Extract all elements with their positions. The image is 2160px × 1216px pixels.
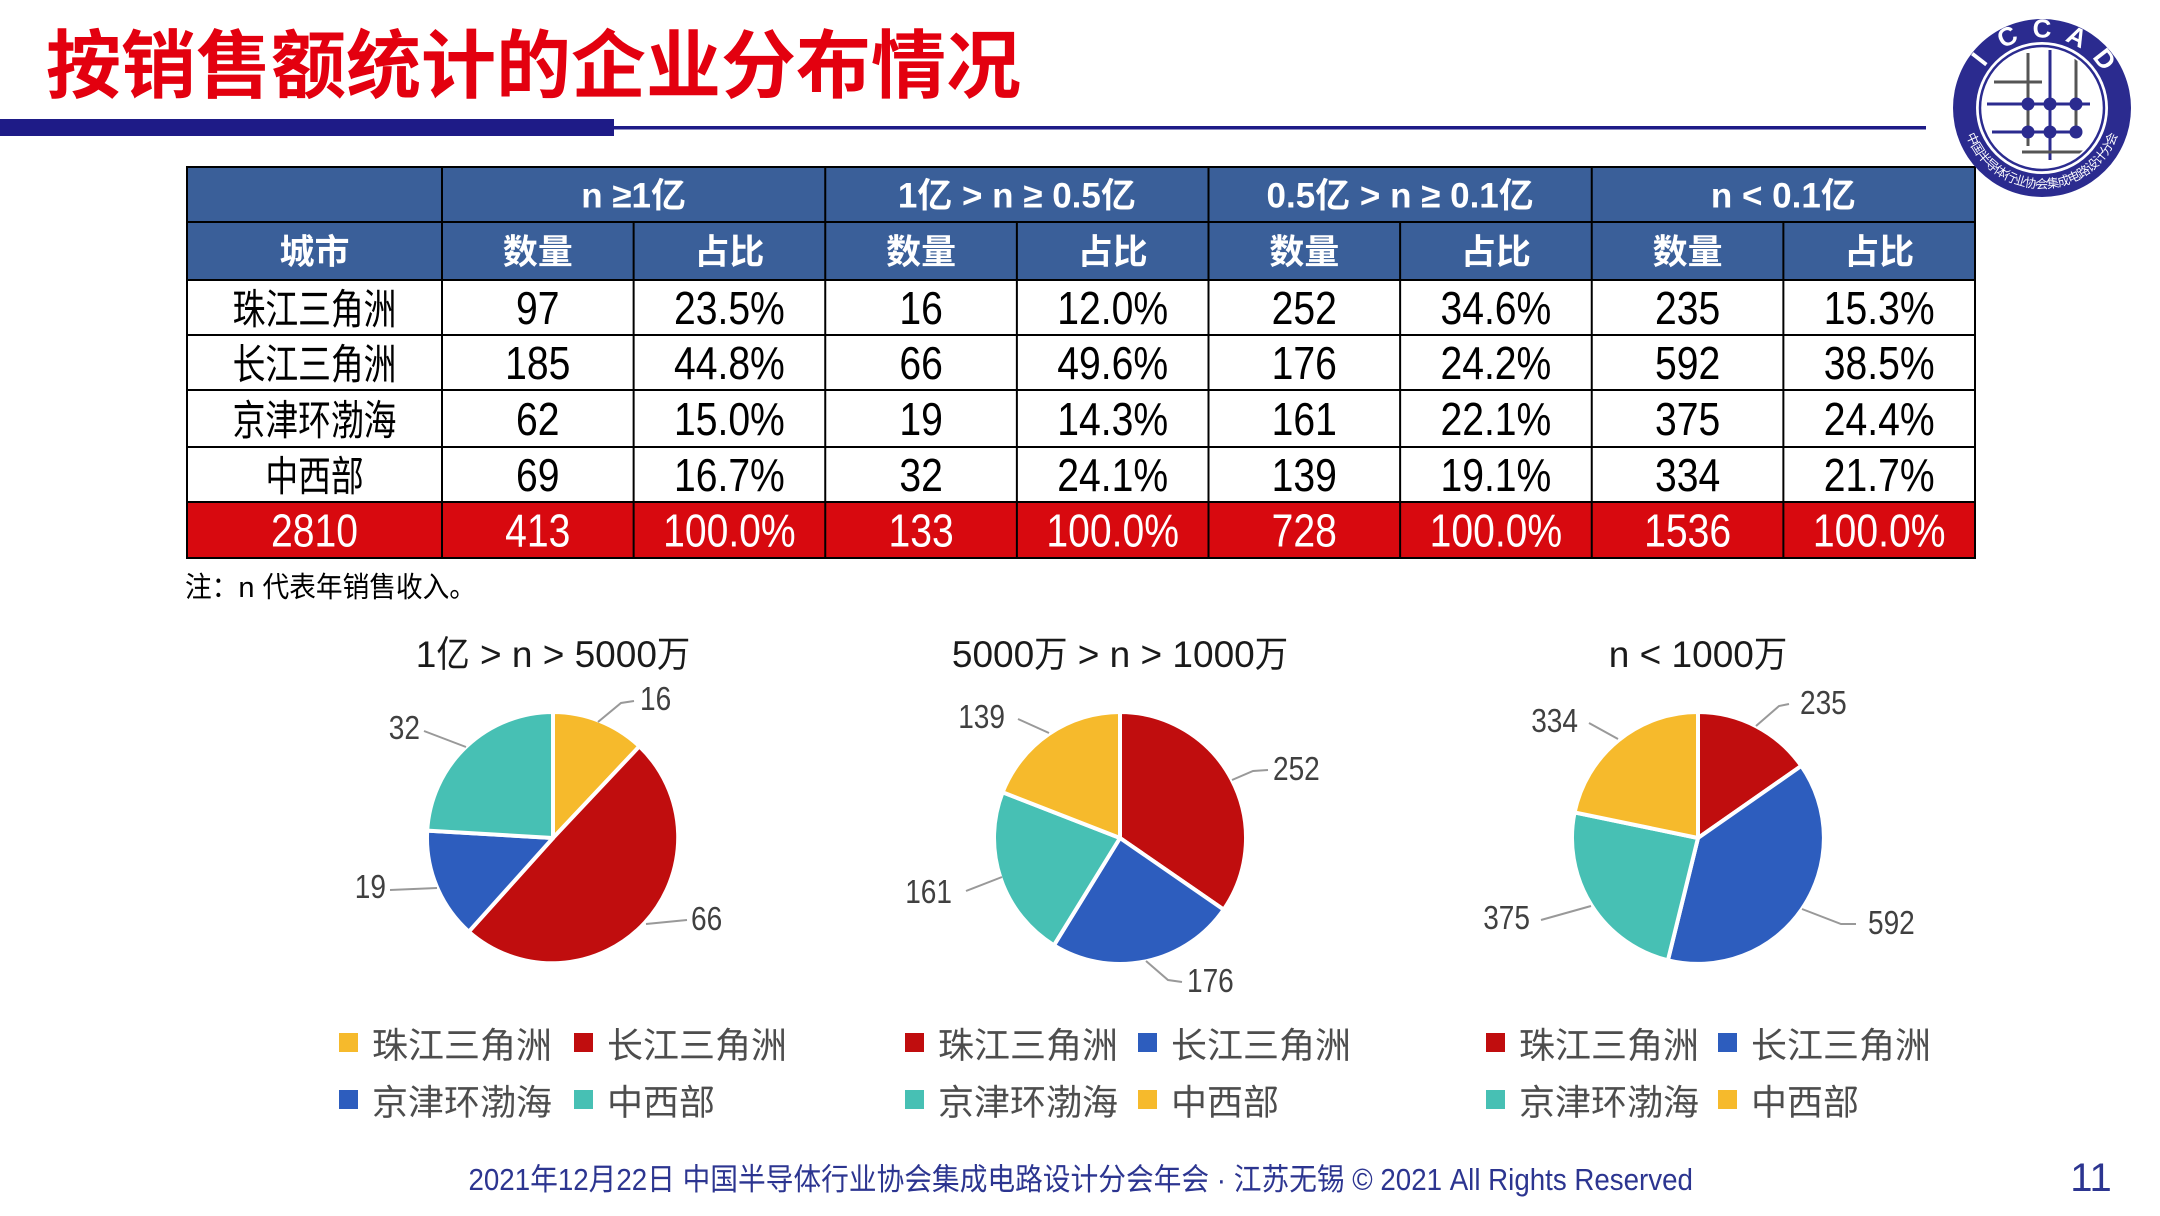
svg-text:1: 1 bbox=[416, 634, 437, 675]
svg-text:·: · bbox=[1209, 1163, 1234, 1198]
svg-text:22: 22 bbox=[616, 1163, 647, 1198]
svg-text:252: 252 bbox=[1272, 283, 1337, 335]
svg-text:100.0%: 100.0% bbox=[663, 506, 796, 558]
svg-text:15.0%: 15.0% bbox=[674, 394, 785, 446]
svg-text:728: 728 bbox=[1272, 506, 1337, 558]
svg-text:32: 32 bbox=[899, 450, 942, 502]
svg-text:235: 235 bbox=[1655, 283, 1720, 335]
svg-text:2810: 2810 bbox=[271, 506, 358, 558]
svg-text:62: 62 bbox=[516, 394, 559, 446]
svg-text:23.5%: 23.5% bbox=[674, 283, 785, 335]
svg-text:22.1%: 22.1% bbox=[1440, 394, 1551, 446]
svg-text:235: 235 bbox=[1800, 685, 1847, 722]
svg-text:100.0%: 100.0% bbox=[1813, 506, 1946, 558]
svg-text:161: 161 bbox=[905, 874, 952, 911]
svg-text:19.1%: 19.1% bbox=[1440, 450, 1551, 502]
svg-text:49.6%: 49.6% bbox=[1057, 338, 1168, 390]
svg-text:252: 252 bbox=[1273, 751, 1320, 788]
svg-text:100.0%: 100.0% bbox=[1046, 506, 1179, 558]
svg-text:592: 592 bbox=[1868, 905, 1915, 942]
svg-text:334: 334 bbox=[1531, 703, 1578, 740]
svg-text:592: 592 bbox=[1655, 338, 1720, 390]
svg-text:139: 139 bbox=[958, 699, 1005, 736]
svg-text:139: 139 bbox=[1272, 450, 1337, 502]
svg-text:375: 375 bbox=[1483, 900, 1530, 937]
svg-text:44.8%: 44.8% bbox=[674, 338, 785, 390]
svg-text:n: n bbox=[238, 572, 262, 604]
svg-text:> n > 1000: > n > 1000 bbox=[1068, 634, 1255, 675]
svg-text:66: 66 bbox=[691, 901, 722, 938]
svg-text:2021: 2021 bbox=[468, 1163, 530, 1198]
svg-text:12: 12 bbox=[558, 1163, 589, 1198]
svg-text:n < 0.1: n < 0.1 bbox=[1711, 176, 1821, 215]
svg-text:176: 176 bbox=[1272, 338, 1337, 390]
svg-text:5000: 5000 bbox=[952, 634, 1034, 675]
svg-text:0.5: 0.5 bbox=[1267, 176, 1316, 215]
svg-text:© 2021 All Rights Reserved: © 2021 All Rights Reserved bbox=[1345, 1163, 1693, 1198]
svg-text:16.7%: 16.7% bbox=[674, 450, 785, 502]
svg-text:19: 19 bbox=[355, 869, 386, 906]
svg-text:185: 185 bbox=[505, 338, 570, 390]
svg-text:176: 176 bbox=[1187, 963, 1234, 1000]
svg-text:334: 334 bbox=[1655, 450, 1720, 502]
svg-text:14.3%: 14.3% bbox=[1057, 394, 1168, 446]
svg-text:34.6%: 34.6% bbox=[1440, 283, 1551, 335]
svg-text:161: 161 bbox=[1272, 394, 1337, 446]
svg-text:16: 16 bbox=[899, 283, 942, 335]
svg-text:> n ≥ 0.5: > n ≥ 0.5 bbox=[952, 176, 1101, 215]
svg-text:12.0%: 12.0% bbox=[1057, 283, 1168, 335]
svg-text:32: 32 bbox=[389, 710, 420, 747]
svg-text:21.7%: 21.7% bbox=[1824, 450, 1935, 502]
svg-text:69: 69 bbox=[516, 450, 559, 502]
svg-text:C: C bbox=[2033, 14, 2052, 44]
svg-text:100.0%: 100.0% bbox=[1430, 506, 1563, 558]
svg-text:375: 375 bbox=[1655, 394, 1720, 446]
svg-text:97: 97 bbox=[516, 283, 559, 335]
svg-text:133: 133 bbox=[888, 506, 953, 558]
svg-text:24.4%: 24.4% bbox=[1824, 394, 1935, 446]
svg-text:19: 19 bbox=[899, 394, 942, 446]
svg-text:> n > 5000: > n > 5000 bbox=[470, 634, 657, 675]
svg-text:413: 413 bbox=[505, 506, 570, 558]
svg-text:> n ≥ 0.1: > n ≥ 0.1 bbox=[1350, 176, 1499, 215]
svg-text:24.1%: 24.1% bbox=[1057, 450, 1168, 502]
svg-text:66: 66 bbox=[899, 338, 942, 390]
svg-text:11: 11 bbox=[2070, 1156, 2112, 1200]
svg-text:n < 1000: n < 1000 bbox=[1609, 634, 1754, 675]
svg-text:1536: 1536 bbox=[1644, 506, 1731, 558]
svg-text:24.2%: 24.2% bbox=[1440, 338, 1551, 390]
svg-text:1: 1 bbox=[898, 176, 917, 215]
svg-text:38.5%: 38.5% bbox=[1824, 338, 1935, 390]
svg-text:15.3%: 15.3% bbox=[1824, 283, 1935, 335]
svg-text:n ≥1: n ≥1 bbox=[581, 176, 651, 215]
svg-text:16: 16 bbox=[640, 681, 671, 718]
